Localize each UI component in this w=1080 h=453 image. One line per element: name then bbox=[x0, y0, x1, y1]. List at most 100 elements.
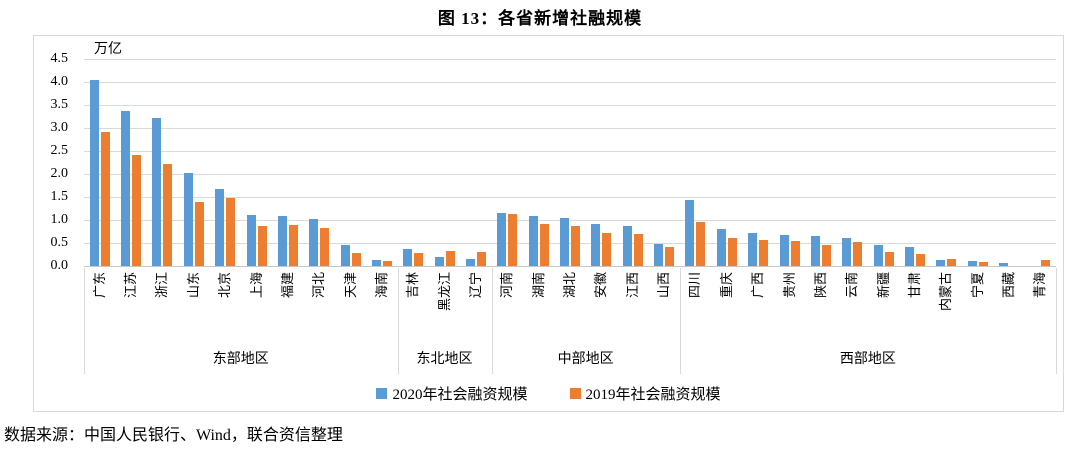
bar-2019-广西 bbox=[759, 240, 769, 266]
legend-swatch-icon bbox=[376, 388, 388, 399]
bar-2019-北京 bbox=[226, 198, 236, 266]
bar-2019-陕西 bbox=[821, 245, 831, 266]
bar-2019-山西 bbox=[665, 247, 675, 266]
bar-2020-天津 bbox=[340, 245, 350, 266]
bar-2019-新疆 bbox=[884, 252, 894, 266]
region-divider bbox=[679, 268, 681, 374]
bar-2019-湖南 bbox=[539, 224, 549, 266]
bar-2019-江苏 bbox=[132, 155, 141, 266]
category-label-天津: 天津 bbox=[342, 272, 358, 299]
bar-2019-宁夏 bbox=[978, 262, 988, 266]
bar-2020-北京 bbox=[215, 189, 225, 266]
category-label-上海: 上海 bbox=[248, 272, 264, 299]
category-label-福建: 福建 bbox=[279, 272, 295, 299]
x-axis-line bbox=[84, 266, 1056, 267]
region-label-东北地区: 东北地区 bbox=[416, 352, 473, 367]
region-divider bbox=[397, 268, 399, 374]
bar-2020-四川 bbox=[685, 200, 695, 266]
bar-2020-河北 bbox=[309, 219, 319, 266]
bar-2019-湖北 bbox=[571, 226, 580, 266]
y-axis-tick-label: 0.0 bbox=[50, 258, 69, 273]
bar-2020-河南 bbox=[497, 213, 507, 266]
bar-2020-上海 bbox=[246, 215, 256, 266]
bar-2019-四川 bbox=[696, 222, 706, 266]
category-label-安徽: 安徽 bbox=[593, 272, 609, 299]
category-label-江西: 江西 bbox=[624, 272, 640, 299]
bar-2019-河南 bbox=[508, 214, 518, 266]
category-label-北京: 北京 bbox=[217, 272, 233, 299]
chart-title: 图 13：各省新增社融规模 bbox=[437, 9, 643, 28]
legend-label: 2019年社会融资规模 bbox=[585, 387, 721, 403]
bar-2019-吉林 bbox=[414, 253, 424, 266]
bar-2020-广东 bbox=[89, 80, 99, 266]
chart-legend: 2020年社会融资规模 2019年社会融资规模 bbox=[34, 383, 1063, 404]
bar-2019-青海 bbox=[1041, 260, 1051, 266]
category-label-湖北: 湖北 bbox=[562, 272, 577, 299]
category-label-山西: 山西 bbox=[656, 272, 672, 299]
category-label-广东: 广东 bbox=[91, 272, 107, 299]
bar-2020-湖南 bbox=[528, 216, 538, 266]
bar-2019-海南 bbox=[382, 261, 392, 266]
bar-2020-辽宁 bbox=[465, 259, 475, 266]
bar-2019-辽宁 bbox=[476, 252, 486, 266]
category-label-内蒙古: 内蒙古 bbox=[938, 272, 954, 312]
bar-2020-山西 bbox=[654, 244, 664, 266]
bar-2020-广西 bbox=[748, 233, 758, 266]
bar-2019-广东 bbox=[100, 132, 110, 266]
gridline bbox=[84, 82, 1056, 83]
category-label-黑龙江: 黑龙江 bbox=[436, 272, 452, 312]
bar-2020-山东 bbox=[183, 173, 193, 266]
bar-2020-安徽 bbox=[591, 224, 601, 266]
category-label-浙江: 浙江 bbox=[154, 272, 170, 299]
region-divider bbox=[84, 268, 85, 374]
y-axis-tick-label: 4.0 bbox=[50, 74, 69, 89]
category-label-贵州: 贵州 bbox=[781, 272, 797, 299]
region-label-中部地区: 中部地区 bbox=[557, 352, 614, 367]
gridline bbox=[84, 59, 1056, 60]
bar-2020-江苏 bbox=[121, 111, 130, 266]
bar-2019-云南 bbox=[853, 242, 863, 266]
category-label-陕西: 陕西 bbox=[812, 272, 828, 299]
bar-2020-海南 bbox=[371, 260, 381, 266]
category-label-甘肃: 甘肃 bbox=[906, 272, 922, 299]
category-label-青海: 青海 bbox=[1032, 272, 1048, 299]
y-axis-tick-label: 3.5 bbox=[50, 97, 69, 112]
category-label-新疆: 新疆 bbox=[875, 272, 891, 299]
bar-2019-贵州 bbox=[790, 241, 800, 266]
bar-2020-湖北 bbox=[560, 218, 569, 266]
bar-2020-重庆 bbox=[716, 229, 726, 266]
bar-2019-黑龙江 bbox=[445, 251, 455, 266]
gridline bbox=[84, 105, 1056, 106]
bar-2020-黑龙江 bbox=[434, 257, 444, 266]
legend-label: 2020年社会融资规模 bbox=[392, 387, 528, 403]
category-label-湖南: 湖南 bbox=[530, 272, 546, 299]
y-axis-tick-label: 3.0 bbox=[50, 120, 69, 135]
category-label-宁夏: 宁夏 bbox=[969, 272, 985, 299]
legend-item-2019: 2019年社会融资规模 bbox=[569, 383, 721, 404]
gridline bbox=[84, 220, 1056, 221]
bar-2020-江西 bbox=[622, 226, 632, 266]
bar-2019-安徽 bbox=[602, 233, 612, 266]
gridline bbox=[84, 197, 1056, 198]
category-label-吉林: 吉林 bbox=[405, 272, 421, 299]
y-axis-tick-label: 4.5 bbox=[50, 51, 69, 66]
bar-2019-内蒙古 bbox=[947, 259, 957, 266]
category-label-四川: 四川 bbox=[687, 272, 703, 299]
y-axis-unit-label: 万亿 bbox=[94, 42, 122, 57]
bar-2019-河北 bbox=[320, 228, 330, 266]
category-label-云南: 云南 bbox=[844, 272, 860, 299]
bar-2020-陕西 bbox=[810, 236, 820, 266]
category-label-重庆: 重庆 bbox=[718, 272, 734, 299]
bar-2019-江西 bbox=[633, 234, 643, 266]
bar-2020-云南 bbox=[842, 238, 852, 266]
gridline bbox=[84, 243, 1056, 244]
gridline bbox=[84, 128, 1056, 129]
gridline bbox=[84, 151, 1056, 152]
region-divider bbox=[1056, 268, 1057, 374]
region-divider bbox=[491, 268, 493, 374]
bar-2020-宁夏 bbox=[967, 261, 977, 266]
category-label-山东: 山东 bbox=[185, 272, 201, 299]
region-label-东部地区: 东部地区 bbox=[212, 352, 269, 367]
bar-2019-浙江 bbox=[163, 164, 173, 266]
category-label-江苏: 江苏 bbox=[123, 272, 138, 299]
